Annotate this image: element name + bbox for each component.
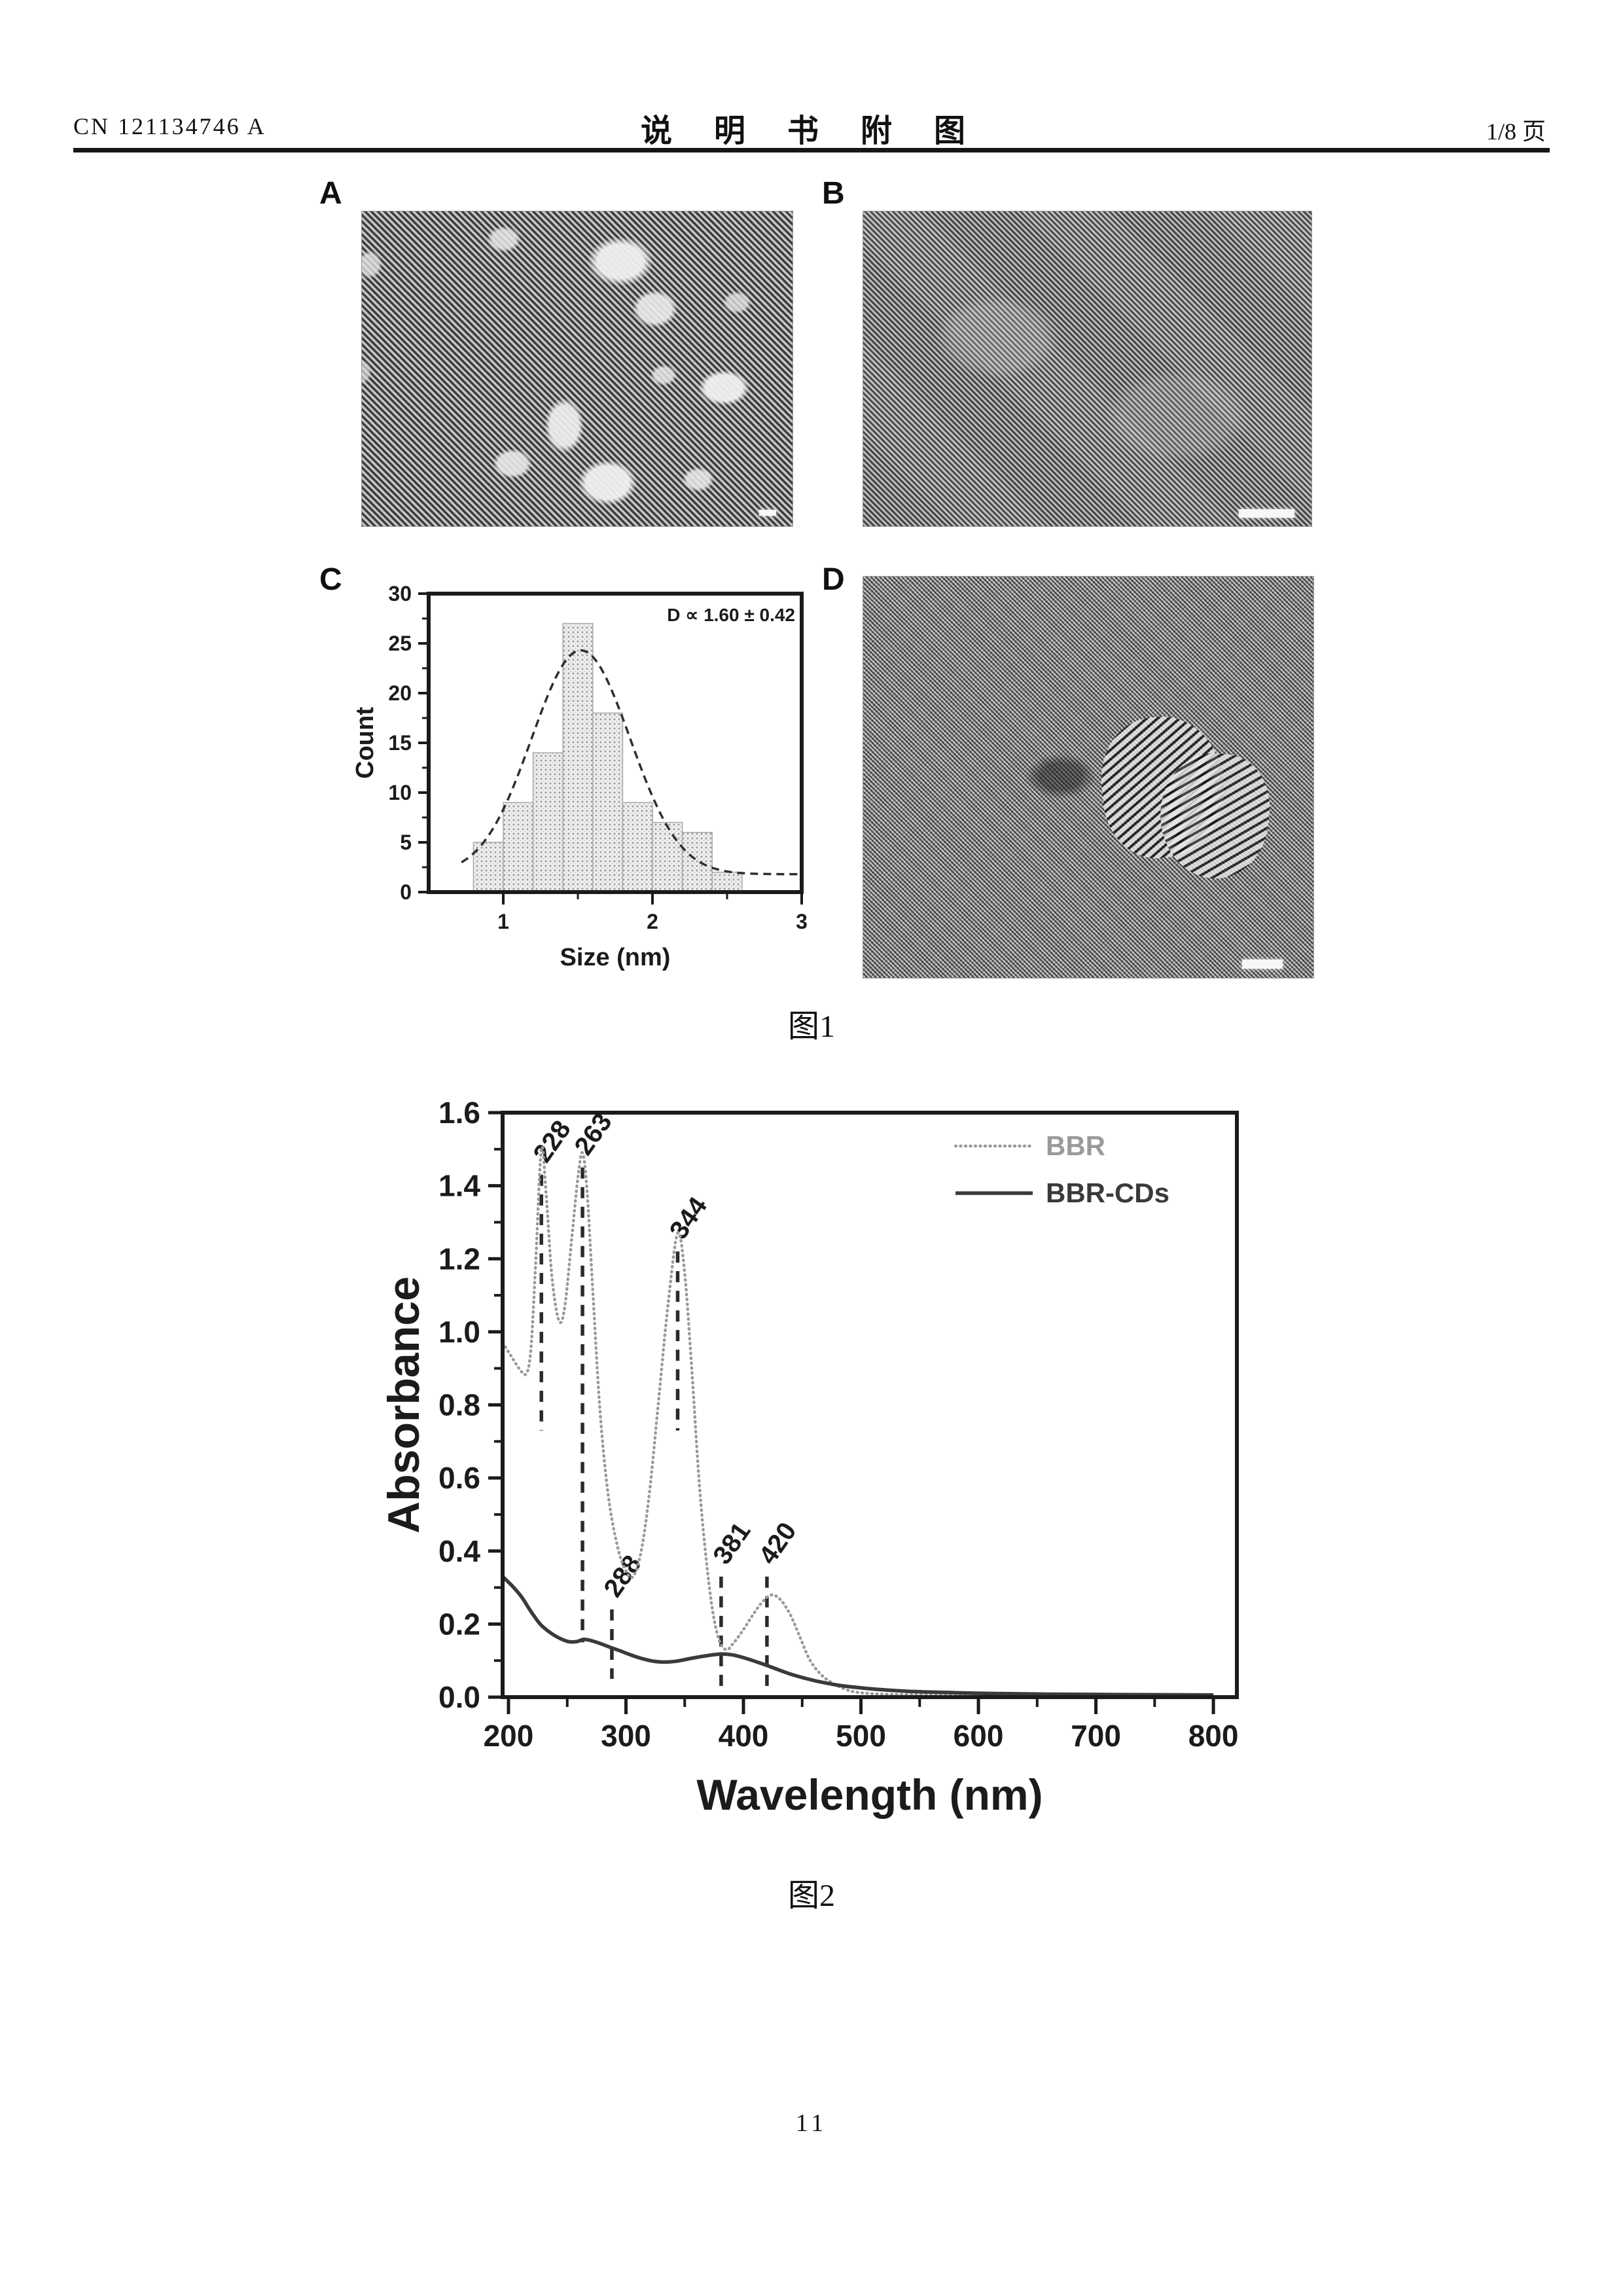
fit-annotation: D ∝ 1.60 ± 0.42 <box>667 605 795 625</box>
histogram-bar <box>503 802 534 893</box>
page-number: 11 <box>795 2109 828 2137</box>
legend-label: BBR-CDs <box>1046 1177 1169 1208</box>
peak-label: 420 <box>753 1517 802 1570</box>
scale-bar <box>758 510 776 516</box>
y-tick-label: 0.6 <box>438 1461 480 1495</box>
document-title: 说 明 书 附 图 <box>640 114 982 149</box>
peak-label: 381 <box>707 1517 756 1570</box>
x-tick-label: 500 <box>836 1719 886 1753</box>
tem-image-a <box>361 211 793 527</box>
y-axis-title: Count <box>351 707 379 779</box>
y-tick-label: 0 <box>400 880 412 904</box>
y-tick-label: 1.6 <box>438 1096 480 1130</box>
panel-label-c: C <box>319 562 342 597</box>
scale-bar <box>1238 509 1294 518</box>
legend-label: BBR <box>1046 1130 1105 1161</box>
y-tick-label: 0.4 <box>438 1534 480 1568</box>
x-tick-label: 2 <box>647 910 658 933</box>
figure1-caption: 图1 <box>787 1009 835 1044</box>
y-tick-label: 20 <box>388 681 412 705</box>
scale-bar <box>1241 959 1283 969</box>
y-tick-label: 0.8 <box>438 1388 480 1422</box>
histogram-bar <box>711 871 743 893</box>
page-indicator: 1/8 页 <box>1486 118 1546 145</box>
x-tick-label: 1 <box>497 910 509 933</box>
tem-image-b <box>863 211 1312 527</box>
x-tick-label: 400 <box>719 1719 769 1753</box>
x-tick-label: 3 <box>796 910 808 933</box>
y-tick-label: 1.0 <box>438 1315 480 1349</box>
series-bbr <box>501 1145 1215 1697</box>
y-tick-label: 0.2 <box>438 1607 480 1641</box>
x-tick-label: 600 <box>954 1719 1004 1753</box>
y-tick-label: 10 <box>388 781 412 804</box>
histogram-bar <box>592 712 624 893</box>
series-bbr-cds <box>501 1575 1214 1697</box>
peak-label: 228 <box>528 1115 577 1168</box>
histogram-bar <box>532 752 563 893</box>
x-axis-title: Wavelength (nm) <box>696 1770 1043 1819</box>
figure2-caption: 图2 <box>787 1878 835 1913</box>
y-tick-label: 25 <box>388 632 412 655</box>
histogram-bar <box>652 821 683 893</box>
plot-frame <box>501 1111 1239 1699</box>
y-tick-label: 15 <box>388 731 412 755</box>
y-tick-label: 1.2 <box>438 1242 480 1276</box>
panel-label-a: A <box>319 176 342 211</box>
peak-label: 344 <box>664 1192 713 1245</box>
x-tick-label: 300 <box>601 1719 651 1753</box>
y-tick-label: 30 <box>388 582 412 605</box>
gaussian-fit-curve <box>461 649 799 876</box>
panel-label-d: D <box>822 562 845 597</box>
histogram-bar <box>622 802 653 893</box>
x-axis-title: Size (nm) <box>560 944 671 971</box>
y-tick-label: 0.0 <box>438 1680 480 1714</box>
patent-number: CN 121134746 A <box>73 113 266 139</box>
x-tick-label: 200 <box>484 1719 534 1753</box>
x-tick-label: 700 <box>1071 1719 1121 1753</box>
hrtem-image-d <box>863 576 1314 978</box>
panel-label-b: B <box>822 176 845 211</box>
peak-label: 263 <box>569 1108 617 1160</box>
x-tick-label: 800 <box>1188 1719 1239 1753</box>
y-tick-label: 5 <box>400 831 412 854</box>
plot-frame <box>427 592 804 894</box>
dark-particle <box>1025 753 1097 799</box>
y-axis-title: Absorbance <box>379 1276 429 1534</box>
histogram-bar <box>562 622 594 893</box>
y-tick-label: 1.4 <box>438 1169 480 1203</box>
header-divider <box>73 148 1550 152</box>
histogram-bar <box>681 832 713 893</box>
